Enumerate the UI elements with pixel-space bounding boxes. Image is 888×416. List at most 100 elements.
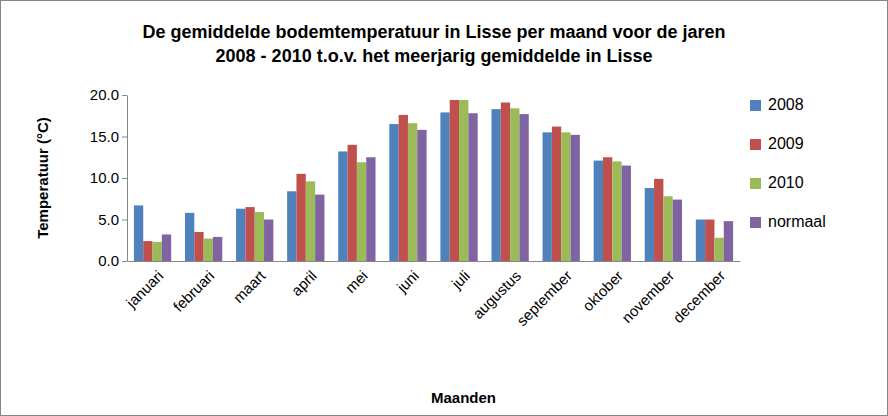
bar [143,241,152,261]
plot: 0.0 5.0 10.0 15.0 20.0 januarifebruari maartap… [90,86,741,329]
bar [571,135,580,261]
legend: 2008 2009 2010 normaal [750,96,826,230]
bar-series [134,109,705,261]
bar [357,162,366,261]
bar [510,108,519,261]
y-tick-label: 10.0 [90,169,119,186]
x-tick: april [288,267,320,299]
bar [603,157,612,261]
x-tick: januari [122,267,167,312]
x-tick: september [513,267,575,329]
y-tick-label: 5.0 [98,211,119,228]
bar [417,130,426,261]
x-tick: maart [230,266,270,306]
bar [153,242,162,261]
bar [255,212,264,261]
bar [561,132,570,261]
bar [654,179,663,261]
x-axis-title: Maanden [431,389,496,406]
legend-swatch [750,139,761,150]
legend-swatch [750,100,761,111]
y-tick-mark [122,220,127,221]
bar [348,145,357,261]
title-line: 2008 - 2010 t.o.v. het meerjarig gemidde… [216,46,653,66]
chart-frame [1,1,888,416]
x-tick-label: april [288,267,320,299]
legend-item: 2010 [750,174,804,191]
x-tick-label: mei [342,267,371,296]
y-tick-mark [122,95,127,96]
bar [287,191,296,261]
y-tick-label: 20.0 [90,86,119,103]
x-axis-line [128,261,741,262]
x-tick: juni [393,267,422,296]
bar [408,123,417,261]
bar [645,188,654,261]
bar [491,109,500,261]
legend-swatch [750,178,761,189]
y-tick-mark [122,178,127,179]
bar [245,207,254,261]
bar [519,114,528,261]
y-tick: 0.0 [98,252,127,269]
legend-swatch [750,217,761,228]
bar [296,174,305,261]
bar [673,200,682,261]
x-tick-label: februari [170,267,218,315]
x-tick-label: maart [230,266,270,306]
x-tick-label: december [669,267,728,326]
x-tick-label: januari [122,267,167,312]
x-tick: juli [447,267,473,293]
legend-item: 2009 [750,135,804,152]
x-tick-label: oktober [579,267,626,314]
bar [185,213,194,261]
y-axis-line [127,96,128,262]
bar [622,166,631,261]
x-tick-label: juni [393,267,422,296]
legend-label: normaal [768,213,826,230]
y-tick-label: 0.0 [98,252,119,269]
bar [389,124,398,261]
bar [366,157,375,261]
x-tick: mei [342,267,371,296]
bar [213,237,222,261]
y-tick: 5.0 [98,211,127,228]
bar [450,100,459,261]
x-tick: december [669,267,728,326]
bar [440,112,449,261]
y-tick-mark [122,261,127,262]
legend-label: 2010 [768,174,804,191]
bar [459,100,468,261]
bar [594,161,603,261]
bar [315,195,324,261]
x-axis: januarifebruarimaartaprilmeijunijuliaugu… [122,262,741,330]
bars [134,100,733,261]
bar-series [153,100,724,261]
bar [724,221,733,261]
bar-series [162,113,733,261]
bar-series [143,100,714,261]
y-tick: 15.0 [90,128,127,145]
x-tick-label: november [618,267,677,326]
y-tick-label: 15.0 [90,128,119,145]
bar [714,238,723,261]
legend-label: 2008 [768,96,804,113]
bar [501,102,510,261]
bar [134,205,143,261]
legend-label: 2009 [768,135,804,152]
bar [204,239,213,261]
legend-item: normaal [750,213,826,230]
bar [705,220,714,262]
bar [236,209,245,261]
y-axis: 0.0 5.0 10.0 15.0 20.0 [90,86,128,269]
x-tick: februari [170,267,218,315]
bar [194,232,203,261]
title: De gemiddelde bodemtemperatuur in Lisse … [142,22,725,66]
y-tick-mark [122,137,127,138]
bar [264,220,273,262]
bar [306,181,315,261]
bar [468,113,477,261]
bar [552,127,561,261]
bar [162,234,171,261]
bar [696,220,705,262]
